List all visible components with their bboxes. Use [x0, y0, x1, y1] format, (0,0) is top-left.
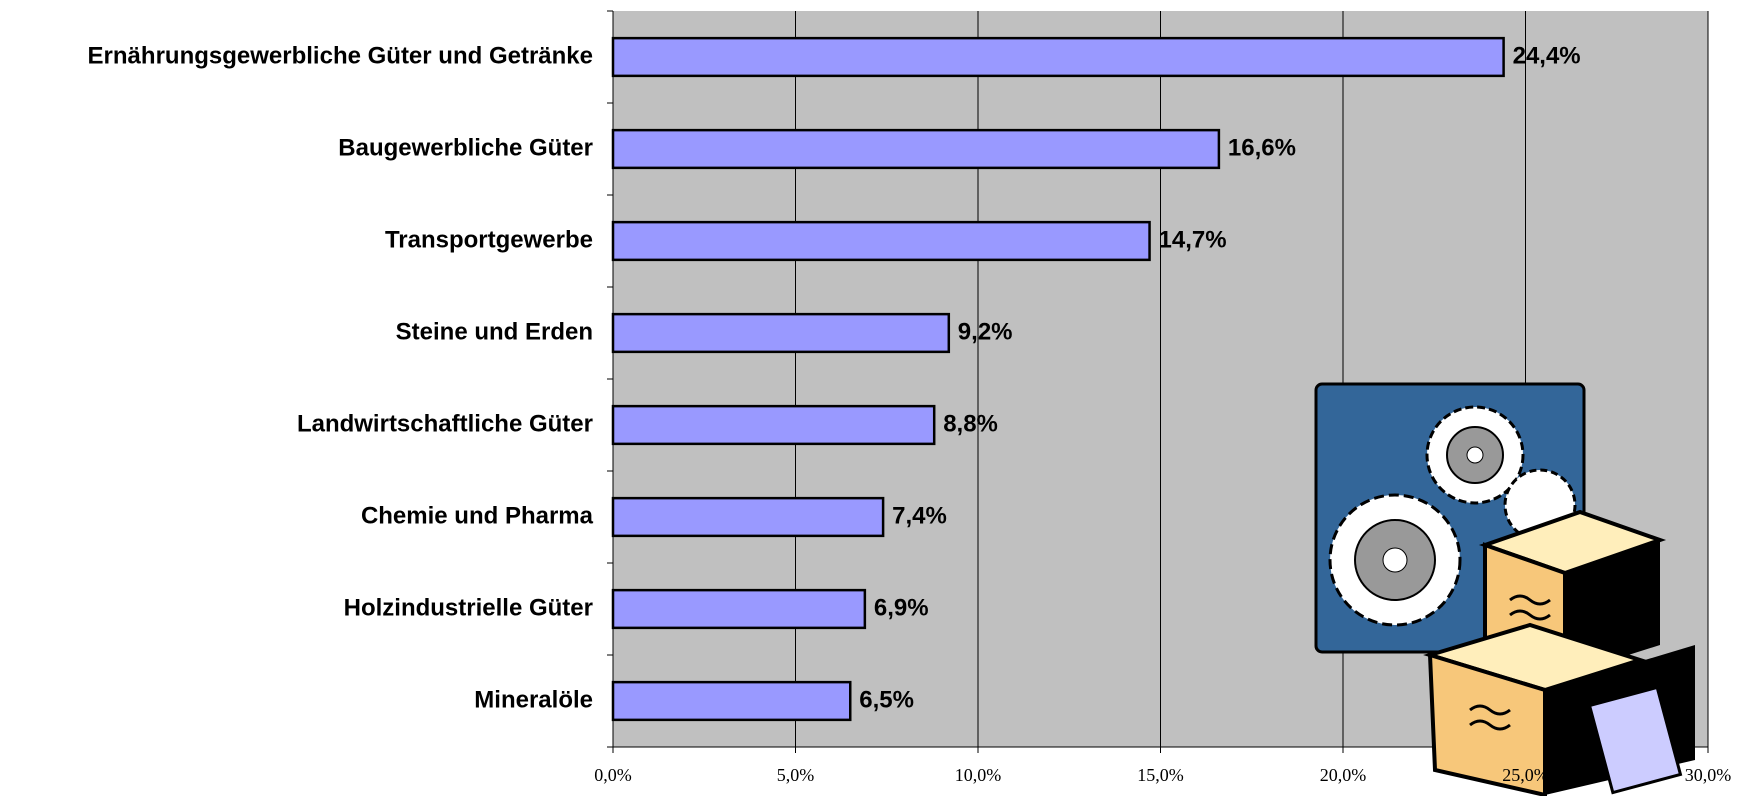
- value-label: 8,8%: [943, 410, 998, 437]
- bar: [611, 312, 951, 354]
- y-tick-label: Transportgewerbe: [385, 226, 593, 253]
- y-tick-label: Landwirtschaftliche Güter: [297, 410, 593, 437]
- x-tick-label: 30,0%: [1685, 765, 1732, 785]
- y-tick-label: Chemie und Pharma: [361, 502, 594, 529]
- bar: [611, 36, 1505, 78]
- bar: [611, 404, 936, 446]
- value-label: 16,6%: [1228, 134, 1296, 161]
- labels: 0,0% 5,0% 10,0% 15,0% 20,0% 25,0% 30,0% Ernähru…: [88, 42, 1732, 785]
- bar: [611, 220, 1151, 262]
- x-tick-label: 10,0%: [955, 765, 1002, 785]
- y-tick-label: Holzindustrielle Güter: [344, 594, 593, 621]
- value-label: 14,7%: [1159, 226, 1227, 253]
- bars: [611, 36, 1505, 722]
- x-tick-label: 15,0%: [1137, 765, 1184, 785]
- x-tick-label: 20,0%: [1320, 765, 1367, 785]
- x-tick-label: 0,0%: [594, 765, 632, 785]
- y-tick-label: Ernährungsgewerbliche Güter und Getränke: [88, 42, 593, 69]
- bar: [611, 496, 885, 538]
- y-tick-label: Baugewerbliche Güter: [338, 134, 593, 161]
- bar: [611, 680, 852, 722]
- bar: [611, 128, 1221, 170]
- value-label: 6,5%: [859, 686, 914, 713]
- clipart: [1314, 382, 1695, 796]
- value-label: 24,4%: [1513, 42, 1581, 69]
- y-tick-label: Steine und Erden: [396, 318, 593, 345]
- x-tick-label: 5,0%: [777, 765, 815, 785]
- value-label: 7,4%: [892, 502, 947, 529]
- bar: [611, 588, 867, 630]
- x-tick-label: 25,0%: [1502, 765, 1549, 785]
- y-tick-label: Mineralöle: [474, 686, 593, 713]
- value-label: 6,9%: [874, 594, 929, 621]
- value-label: 9,2%: [958, 318, 1013, 345]
